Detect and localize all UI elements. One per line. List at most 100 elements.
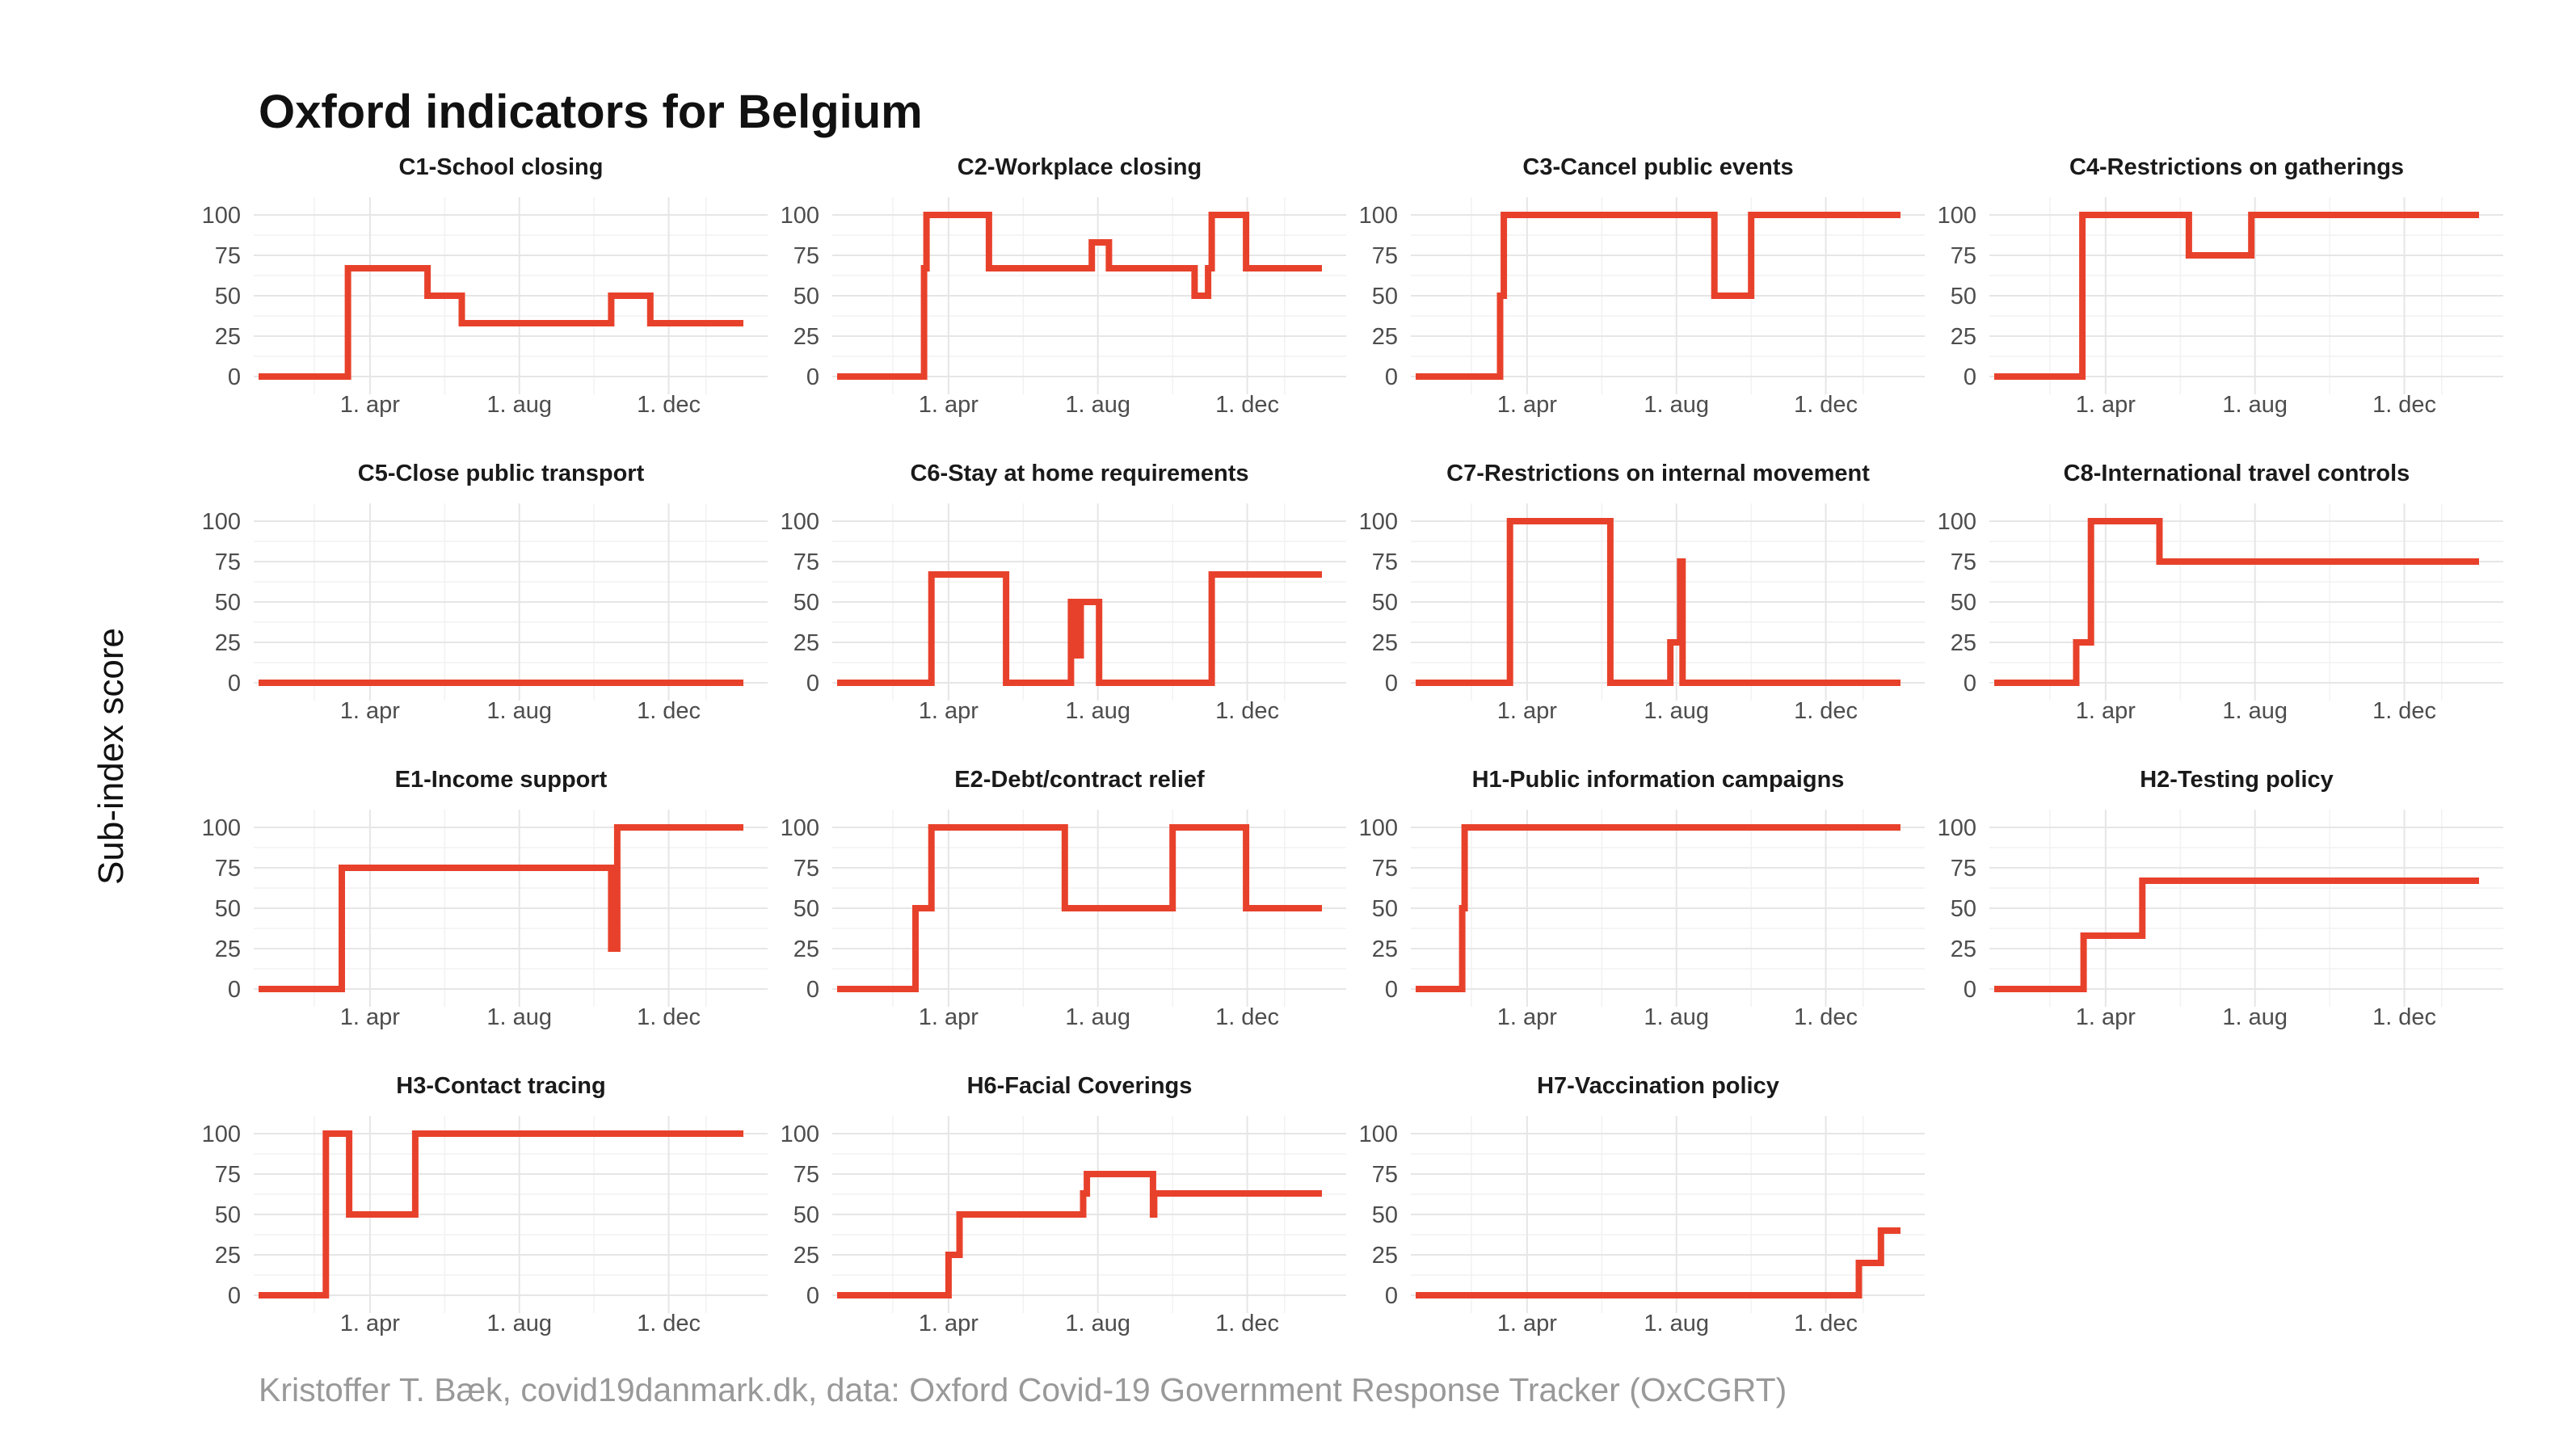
y-tick-label: 25 (1372, 1243, 1398, 1269)
x-tick-label: 1. apr (340, 1311, 400, 1336)
panel-title: H1-Public information campaigns (1472, 767, 1845, 793)
panel-1: C1-School closing 0 25 50 75 100 1. apr 1. aug 1… (202, 154, 768, 418)
x-tick-label: 1. aug (1644, 392, 1709, 418)
x-tick-label: 1. apr (919, 1004, 979, 1030)
y-tick-label: 0 (228, 364, 241, 390)
y-tick-label: 100 (1359, 509, 1398, 535)
x-tick-label: 1. aug (1065, 1311, 1130, 1336)
y-tick-label: 75 (793, 856, 819, 882)
series-line (1416, 518, 1900, 686)
x-tick-label: 1. aug (1644, 1311, 1709, 1336)
y-tick-label: 100 (1359, 815, 1398, 841)
y-tick-label: 100 (1938, 815, 1976, 841)
series-line (837, 571, 1322, 686)
x-tick-label: 1. dec (1794, 698, 1858, 724)
y-tick-label: 25 (215, 324, 241, 350)
y-tick-label: 100 (1359, 1122, 1398, 1147)
y-tick-label: 0 (1385, 977, 1398, 1003)
y-tick-label: 0 (228, 1283, 241, 1309)
y-tick-label: 25 (215, 630, 241, 656)
y-tick-label: 0 (1385, 364, 1398, 390)
y-tick-label: 50 (793, 284, 819, 309)
facet-grid: C1-School closing 0 25 50 75 100 1. apr 1. aug 1… (202, 154, 2503, 1336)
y-tick-label: 25 (793, 1243, 819, 1269)
x-tick-label: 1. aug (1644, 698, 1709, 724)
caption: Kristoffer T. Bæk, covid19danmark.dk, da… (259, 1371, 1787, 1408)
x-tick-label: 1. apr (919, 698, 979, 724)
y-tick-label: 50 (793, 1202, 819, 1228)
y-tick-label: 0 (228, 977, 241, 1003)
y-tick-label: 25 (215, 1243, 241, 1269)
panel-8: C8-International travel controls 0 25 50 75 1… (1938, 461, 2503, 724)
panel-title: E1-Income support (395, 767, 608, 793)
y-tick-label: 75 (793, 243, 819, 269)
x-tick-label: 1. apr (2076, 698, 2136, 724)
panel-title: H3-Contact tracing (396, 1073, 605, 1099)
y-tick-label: 25 (1372, 324, 1398, 350)
y-tick-label: 0 (806, 977, 819, 1003)
y-tick-label: 0 (1964, 364, 1976, 390)
y-tick-label: 25 (1372, 630, 1398, 656)
x-tick-label: 1. aug (1644, 1004, 1709, 1030)
y-tick-label: 25 (793, 324, 819, 350)
panel-title: C5-Close public transport (358, 461, 645, 486)
x-tick-label: 1. dec (1794, 1311, 1858, 1336)
panel-3: C3-Cancel public events 0 25 50 75 100 1. apr 1… (1359, 154, 1925, 418)
x-tick-label: 1. apr (2076, 1004, 2136, 1030)
y-tick-label: 75 (1372, 243, 1398, 269)
y-tick-label: 75 (1951, 243, 1976, 269)
series-line (1994, 518, 2479, 686)
y-tick-label: 25 (793, 936, 819, 962)
panel-title: C2-Workplace closing (958, 154, 1202, 180)
y-axis-label: Sub-index score (91, 628, 131, 885)
y-tick-label: 0 (806, 364, 819, 390)
y-tick-label: 75 (215, 549, 241, 575)
panel-title: H7-Vaccination policy (1537, 1073, 1779, 1099)
x-tick-label: 1. aug (1065, 392, 1130, 418)
x-tick-label: 1. aug (486, 1004, 552, 1030)
panel-11: H1-Public information campaigns 0 25 50 75 10… (1359, 767, 1925, 1030)
panel-14: H6-Facial Coverings 0 25 50 75 100 1. apr 1. au… (781, 1073, 1346, 1336)
y-tick-label: 75 (793, 549, 819, 575)
x-tick-label: 1. apr (340, 698, 400, 724)
x-tick-label: 1. apr (1497, 392, 1557, 418)
panel-5: C5-Close public transport 0 25 50 75 100 1. ap… (202, 461, 768, 724)
x-tick-label: 1. dec (1215, 1004, 1279, 1030)
y-tick-label: 50 (215, 590, 241, 616)
series-line (1416, 824, 1900, 992)
y-tick-label: 100 (1938, 203, 1976, 229)
panel-title: C7-Restrictions on internal movement (1446, 461, 1870, 486)
y-tick-label: 50 (215, 284, 241, 309)
y-tick-label: 50 (1372, 896, 1398, 922)
x-tick-label: 1. dec (637, 1004, 701, 1030)
chart-title: Oxford indicators for Belgium (259, 86, 923, 138)
x-tick-label: 1. dec (2372, 392, 2436, 418)
x-tick-label: 1. apr (919, 1311, 979, 1336)
x-tick-label: 1. dec (1215, 698, 1279, 724)
panel-2: C2-Workplace closing 0 25 50 75 100 1. apr 1. a… (781, 154, 1346, 418)
y-tick-label: 50 (1372, 590, 1398, 616)
panel-title: C1-School closing (399, 154, 604, 180)
panel-title: C8-International travel controls (2064, 461, 2410, 486)
x-tick-label: 1. apr (340, 1004, 400, 1030)
y-tick-label: 50 (215, 1202, 241, 1228)
x-tick-label: 1. dec (2372, 698, 2436, 724)
x-tick-label: 1. apr (1497, 1311, 1557, 1336)
x-tick-label: 1. apr (1497, 1004, 1557, 1030)
panel-15: H7-Vaccination policy 0 25 50 75 100 1. apr 1. … (1359, 1073, 1925, 1336)
panel-10: E2-Debt/contract relief 0 25 50 75 100 1. apr 1… (781, 767, 1346, 1030)
y-tick-label: 75 (1951, 856, 1976, 882)
y-tick-label: 100 (781, 815, 819, 841)
x-tick-label: 1. dec (1794, 1004, 1858, 1030)
series-line (1416, 1227, 1900, 1298)
series-line (259, 1130, 743, 1298)
y-tick-label: 50 (793, 590, 819, 616)
panel-title: H6-Facial Coverings (967, 1073, 1193, 1099)
series-line (1994, 878, 2479, 992)
panel-13: H3-Contact tracing 0 25 50 75 100 1. apr 1. aug… (202, 1073, 768, 1336)
y-tick-label: 25 (793, 630, 819, 656)
y-tick-label: 100 (202, 203, 241, 229)
y-tick-label: 100 (202, 509, 241, 535)
y-tick-label: 75 (1372, 549, 1398, 575)
